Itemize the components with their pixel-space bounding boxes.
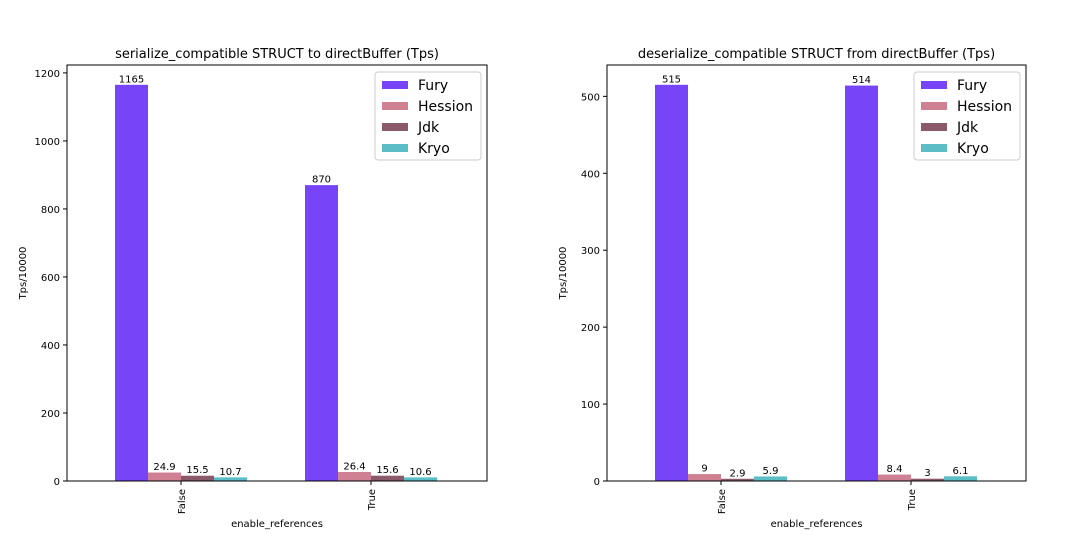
x-tick-label: False [177,489,188,514]
bar-jdk-true [911,478,944,481]
serialize-plot-frame [66,64,488,482]
serialize-x-axis-label: enable_references [231,519,323,530]
bar-kryo-false [214,477,247,481]
deserialize-x-axis-label: enable_references [771,519,863,530]
y-tick-label: 0 [594,477,600,488]
bar-value-label: 10.6 [409,467,431,478]
serialize-y-axis-label: Tps/10000 [18,247,29,301]
serialize-chart-title: serialize_compatible STRUCT to directBuf… [115,47,439,62]
legend-label-fury: Fury [957,78,987,94]
bar-value-label: 3 [924,468,930,479]
legend-swatch-fury [921,81,947,89]
y-tick-label: 400 [41,341,60,352]
bar-value-label: 1165 [119,74,144,85]
bar-value-label: 15.6 [376,465,398,476]
bar-value-label: 8.4 [887,464,903,475]
serialize-chart: serialize_compatible STRUCT to directBuf… [18,47,488,530]
bar-hession-true [338,472,371,481]
y-tick-label: 300 [581,246,600,257]
bar-jdk-true [371,475,404,481]
deserialize-legend: Fury Hession Jdk Kryo [913,71,1021,161]
y-tick-label: 200 [581,323,600,334]
legend-swatch-jdk [382,123,408,131]
legend-swatch-hession [382,102,408,110]
y-tick-label: 400 [581,169,600,180]
bar-fury-true [305,185,338,481]
y-tick-label: 200 [41,409,60,420]
x-tick-label: True [367,489,378,511]
y-tick-label: 800 [41,205,60,216]
bar-fury-true [845,85,878,481]
legend-swatch-fury [382,81,408,89]
bar-jdk-false [181,475,214,481]
bar-hession-true [878,474,911,481]
y-tick-label: 1000 [35,137,60,148]
legend-label-kryo: Kryo [418,141,450,157]
legend-box [374,71,482,161]
deserialize-y-axis-label: Tps/10000 [558,247,569,301]
bar-kryo-true [944,476,977,481]
legend-swatch-kryo [382,144,408,152]
bar-kryo-true [404,477,437,481]
bar-value-label: 870 [312,175,331,186]
bar-value-label: 10.7 [219,467,241,478]
bar-hession-false [148,472,181,481]
x-tick-label: True [907,489,918,511]
y-tick-label: 1200 [35,69,60,80]
deserialize-chart: deserialize_compatible STRUCT from direc… [558,47,1027,530]
bar-value-label: 6.1 [953,466,969,477]
legend-label-kryo: Kryo [957,141,989,157]
legend-label-jdk: Jdk [956,120,979,136]
bar-value-label: 24.9 [153,462,175,473]
y-tick-label: 0 [54,477,60,488]
bar-value-label: 515 [662,74,681,85]
bar-value-label: 9 [701,464,707,475]
x-tick-label: False [717,489,728,514]
bar-value-label: 15.5 [186,465,208,476]
bar-kryo-false [754,476,787,481]
bar-fury-false [655,84,688,482]
y-tick-label: 600 [41,273,60,284]
legend-label-jdk: Jdk [417,120,440,136]
deserialize-plot-frame [606,64,1027,482]
bar-value-label: 514 [852,75,871,86]
legend-swatch-hession [921,102,947,110]
legend-label-hession: Hession [418,99,473,115]
bar-value-label: 26.4 [343,462,365,473]
bar-hession-false [688,474,721,481]
bar-jdk-false [721,478,754,481]
legend-label-hession: Hession [957,99,1012,115]
bar-fury-false [115,84,148,482]
legend-swatch-jdk [921,123,947,131]
y-tick-label: 500 [581,92,600,103]
legend-swatch-kryo [921,144,947,152]
legend-box [913,71,1021,161]
y-tick-label: 100 [581,400,600,411]
bar-value-label: 5.9 [763,466,779,477]
serialize-legend: Fury Hession Jdk Kryo [374,71,482,161]
legend-label-fury: Fury [418,78,448,94]
bar-value-label: 2.9 [730,468,746,479]
deserialize-chart-title: deserialize_compatible STRUCT from direc… [638,47,995,62]
